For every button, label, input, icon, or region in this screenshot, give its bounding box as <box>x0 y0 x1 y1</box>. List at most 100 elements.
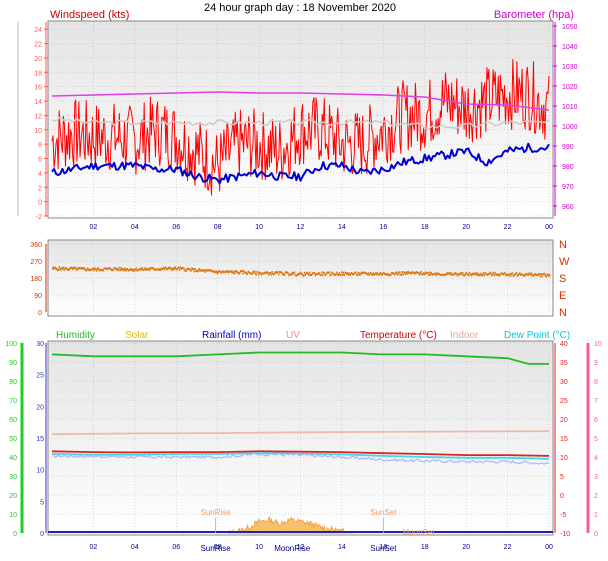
sun-moon-annotation: MoonRise <box>274 544 311 553</box>
direction-point <box>158 268 161 271</box>
direction-point <box>150 267 152 270</box>
direction-point <box>172 269 174 271</box>
direction-point <box>117 267 119 270</box>
direction-point <box>368 273 370 276</box>
time-tick-label: 12 <box>297 224 305 231</box>
uv-tick-labels: 0 1 2 3 4 5 6 7 8 9 10 <box>586 341 602 538</box>
direction-point <box>483 274 485 277</box>
direction-point <box>505 274 507 277</box>
direction-point <box>78 267 80 270</box>
direction-point <box>493 274 495 277</box>
direction-point <box>341 273 344 276</box>
direction-point <box>246 273 249 276</box>
direction-point <box>464 273 466 276</box>
direction-point <box>308 273 310 276</box>
direction-point <box>193 270 195 273</box>
direction-point <box>372 272 374 275</box>
direction-point <box>387 273 389 275</box>
direction-point <box>390 274 392 277</box>
direction-point <box>481 274 483 277</box>
direction-point <box>71 267 73 269</box>
direction-point <box>267 272 269 275</box>
direction-point <box>116 268 118 271</box>
direction-point <box>347 273 350 276</box>
time-tick-label: 04 <box>131 544 139 551</box>
direction-point <box>389 274 391 276</box>
uv-tick-label: 6 <box>594 417 598 424</box>
time-tick-label: 00 <box>545 544 553 551</box>
direction-point <box>441 274 443 277</box>
direction-point <box>144 268 147 271</box>
direction-point <box>317 271 320 274</box>
direction-point <box>139 267 142 270</box>
direction-point <box>492 271 495 274</box>
temperature-tick-label: 15 <box>560 436 568 443</box>
direction-point <box>380 273 383 276</box>
direction-point <box>168 266 171 269</box>
direction-point <box>187 268 190 271</box>
direction-point <box>132 269 134 272</box>
direction-point <box>85 269 87 272</box>
direction-point <box>122 268 124 270</box>
direction-point <box>84 268 86 271</box>
wind-tick-label: 16 <box>34 85 42 92</box>
direction-point <box>496 273 498 276</box>
direction-point <box>66 268 69 271</box>
direction-point <box>421 273 423 276</box>
direction-point <box>364 271 366 274</box>
direction-point <box>162 267 164 270</box>
temperature-tick-labels: -10 -5 0 5 10 15 20 25 30 35 40 <box>554 341 570 538</box>
direction-point <box>95 268 97 271</box>
direction-point <box>525 273 527 276</box>
direction-compass-label: E <box>559 290 566 302</box>
direction-point <box>354 271 356 274</box>
time-tick-label: 02 <box>90 544 98 551</box>
direction-point <box>396 273 398 276</box>
direction-point <box>259 271 262 274</box>
direction-point <box>77 266 80 269</box>
direction-point <box>346 272 348 275</box>
humidity-tick-label: 50 <box>9 436 17 443</box>
direction-point <box>110 268 113 271</box>
direction-point <box>471 274 473 277</box>
time-tick-label: 08 <box>214 544 222 551</box>
direction-point <box>254 270 256 273</box>
legend-item: Rainfall (mm) <box>202 330 261 341</box>
direction-point <box>499 274 501 277</box>
direction-point <box>220 271 222 274</box>
direction-point <box>518 273 520 276</box>
direction-compass-label: N <box>559 307 567 319</box>
direction-point <box>348 272 350 275</box>
direction-point <box>367 272 369 275</box>
direction-point <box>353 272 355 275</box>
direction-point <box>212 270 215 273</box>
direction-point <box>240 270 242 273</box>
direction-point <box>146 268 148 271</box>
direction-point <box>365 272 368 275</box>
direction-point <box>487 273 490 276</box>
direction-point <box>159 268 162 271</box>
direction-point <box>530 272 533 275</box>
direction-point <box>467 274 470 277</box>
time-tick-label: 06 <box>172 544 180 551</box>
direction-point <box>79 267 81 270</box>
direction-point <box>445 273 447 276</box>
direction-point <box>523 274 525 277</box>
direction-point <box>288 273 290 276</box>
direction-point <box>469 273 471 276</box>
wind-tick-label: 12 <box>34 113 42 120</box>
wind-baro-series-line <box>51 116 550 130</box>
direction-point <box>414 272 416 275</box>
direction-point <box>505 273 508 276</box>
baro-tick-label: 990 <box>562 144 574 151</box>
direction-point <box>319 273 321 276</box>
direction-point <box>121 268 123 271</box>
direction-point <box>538 272 540 275</box>
direction-point <box>286 271 288 274</box>
direction-point <box>190 269 192 272</box>
direction-point <box>544 272 546 275</box>
direction-point <box>195 270 197 272</box>
direction-point <box>97 267 99 269</box>
direction-point <box>520 273 522 276</box>
